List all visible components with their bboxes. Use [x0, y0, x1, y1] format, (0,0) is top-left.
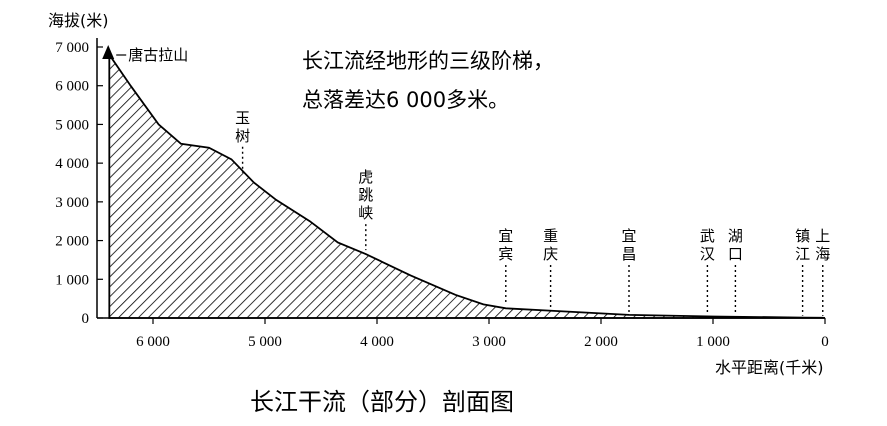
place-label-char: 玉	[235, 109, 250, 127]
x-tick-label: 6 000	[136, 334, 170, 350]
y-axis-title: 海拔(米)	[48, 11, 109, 30]
place-label-char: 重	[543, 227, 558, 245]
place-label-char: 峡	[358, 204, 373, 222]
headline-line-2: 总落差达6 000多米。	[302, 88, 509, 112]
x-tick-label: 2 000	[584, 334, 618, 350]
y-tick-label: 5 000	[55, 117, 89, 133]
place-label-char: 江	[795, 245, 810, 263]
place-label-char: 宾	[498, 245, 513, 263]
y-tick-label: 0	[82, 311, 90, 327]
place-label-char: 庆	[543, 245, 558, 263]
place-label-char: 汉	[700, 245, 715, 263]
y-tick-label: 6 000	[55, 79, 89, 95]
axes: 0 1 000 2 000 3 000 4 000 5 000 6 000 7 000 6 00…	[55, 38, 829, 350]
place-label-char: 口	[728, 245, 743, 263]
place-label-char: 海	[815, 245, 830, 263]
place-label-char: 上	[815, 227, 830, 245]
x-tick-label: 5 000	[248, 334, 282, 350]
headline-line-1: 长江流经地形的三级阶梯，	[302, 49, 554, 73]
x-tick-label: 0	[821, 334, 829, 350]
peak-marker	[102, 45, 115, 59]
x-tick-label: 1 000	[696, 334, 730, 350]
y-tick-label: 1 000	[55, 272, 89, 288]
place-label-char: 宜	[621, 227, 636, 245]
terrain-profile	[108, 51, 826, 319]
x-tick-label: 4 000	[360, 334, 394, 350]
place-label-char: 虎	[358, 168, 373, 186]
place-label-char: 树	[235, 127, 250, 145]
x-tick-label: 3 000	[472, 334, 506, 350]
place-label-char: 武	[700, 227, 715, 245]
place-label-char: 跳	[358, 186, 373, 204]
place-label-char: 宜	[498, 227, 513, 245]
y-tick-label: 3 000	[55, 195, 89, 211]
place-label-char: 湖	[728, 227, 743, 245]
terrain-area	[108, 51, 826, 319]
y-tick-label: 7 000	[55, 40, 89, 56]
x-axis-title: 水平距离(千米)	[715, 358, 824, 377]
place-label: 唐古拉山	[128, 46, 188, 64]
figure-caption: 长江干流（部分）剖面图	[250, 388, 514, 416]
y-tick-label: 2 000	[55, 234, 89, 250]
y-tick-label: 4 000	[55, 156, 89, 172]
place-label-char: 昌	[621, 245, 636, 263]
place-label-char: 镇	[795, 227, 810, 245]
